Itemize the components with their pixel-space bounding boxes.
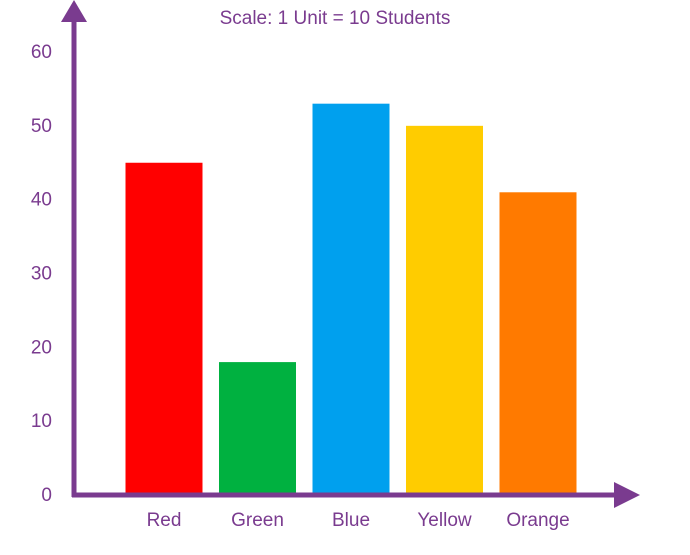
y-tick-label-30: 30 [31, 264, 52, 285]
axes [61, 0, 640, 508]
x-tick-label-yellow: Yellow [417, 510, 472, 531]
y-tick-label-60: 60 [31, 42, 52, 63]
bars-group [125, 103, 577, 496]
bar-blue [312, 103, 390, 495]
y-tick-label-50: 50 [31, 116, 52, 137]
y-tick-label-40: 40 [31, 190, 52, 211]
x-axis-arrowhead [614, 482, 640, 508]
y-tick-labels: 0 10 20 30 40 50 60 [31, 42, 52, 506]
x-tick-labels: Red Green Blue Yellow Orange [147, 510, 570, 531]
bar-green [219, 362, 296, 495]
y-axis-arrowhead [61, 0, 87, 22]
y-tick-label-20: 20 [31, 337, 52, 358]
bar-red [125, 162, 203, 495]
chart-title: Scale: 1 Unit = 10 Students [220, 8, 451, 29]
x-tick-label-red: Red [147, 510, 182, 531]
x-tick-label-green: Green [231, 510, 284, 531]
x-tick-label-orange: Orange [506, 510, 569, 531]
y-tick-label-0: 0 [41, 485, 52, 506]
y-tick-label-10: 10 [31, 411, 52, 432]
bar-yellow [406, 125, 483, 495]
x-tick-label-blue: Blue [332, 510, 370, 531]
bar-orange [499, 192, 577, 496]
